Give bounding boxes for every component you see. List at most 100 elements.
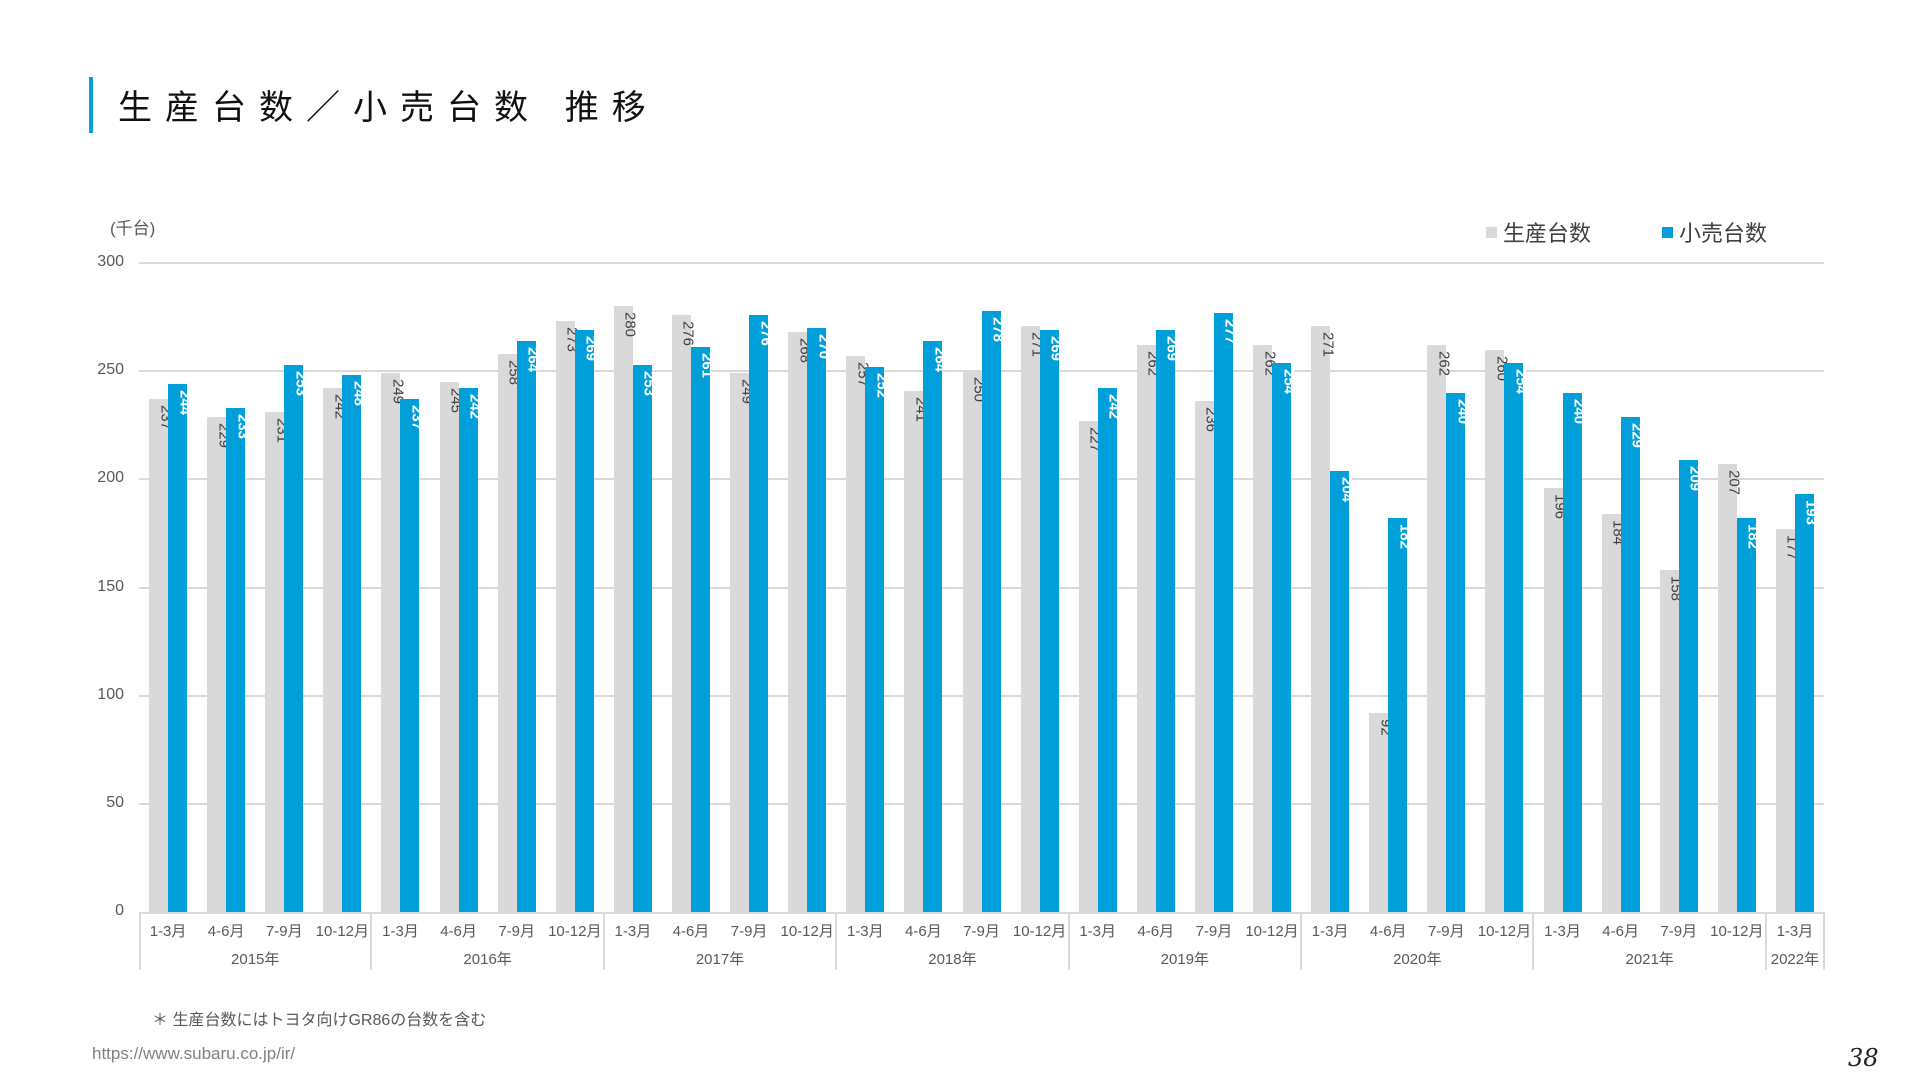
x-tick-label: 4-6月 — [905, 923, 942, 940]
year-separator — [1823, 912, 1825, 970]
x-tick-label: 10-12月 — [1477, 923, 1532, 940]
bar-retail: 182 — [1388, 518, 1413, 912]
data-label: 269 — [1163, 336, 1181, 362]
x-axis-line — [139, 912, 1824, 914]
data-label: 278 — [989, 316, 1007, 342]
footnote: ＊ 生産台数にはトヨタ向けGR86の台数を含む — [152, 1012, 487, 1029]
bar-production: 280 — [613, 306, 639, 912]
x-tick-label: 1-3月 — [149, 923, 187, 940]
bar-production: 237 — [149, 399, 174, 912]
source-url[interactable]: https://www.subaru.co.jp/ir/ — [92, 1044, 296, 1063]
x-tick-label: 4-6月 — [1602, 923, 1639, 940]
data-label: 207 — [1725, 470, 1743, 496]
data-label: 229 — [1628, 422, 1646, 448]
x-tick-label: 10-12月 — [780, 923, 834, 940]
bar-retail: 240 — [1562, 392, 1588, 912]
bar-retail: 244 — [168, 384, 193, 912]
data-label: 261 — [698, 353, 716, 379]
bar-retail: 233 — [226, 407, 251, 912]
data-label: 264 — [524, 346, 542, 372]
bar-retail: 269 — [1155, 330, 1181, 912]
x-tick-label: 7-9月 — [1660, 923, 1698, 940]
bar-retail: 204 — [1330, 470, 1355, 912]
y-tick-label: 300 — [97, 253, 124, 270]
x-year-label: 2019年 — [1160, 951, 1210, 968]
bar-production: 92 — [1369, 712, 1394, 912]
bar-production: 260 — [1485, 349, 1510, 912]
bar-production: 158 — [1659, 570, 1685, 912]
bar-retail: 264 — [516, 340, 542, 912]
data-label: 242 — [1105, 394, 1123, 420]
x-tick-label: 10-12月 — [1710, 923, 1764, 940]
data-label: 276 — [679, 320, 697, 346]
data-label: 240 — [1570, 398, 1588, 424]
bar-retail: 252 — [865, 366, 890, 912]
page-title: 生産台数／小売台数 推移 — [118, 88, 659, 128]
title-accent-bar — [89, 77, 93, 133]
bar-retail: 253 — [284, 364, 309, 912]
data-label: 182 — [1744, 524, 1762, 550]
bar-production: 262 — [1427, 345, 1452, 912]
data-label: 254 — [1280, 368, 1298, 394]
y-tick-label: 150 — [97, 577, 124, 595]
x-tick-label: 1-3月 — [1079, 923, 1117, 940]
x-tick-label: 7-9月 — [730, 923, 768, 940]
x-year-label: 2022年 — [1770, 951, 1820, 968]
data-label: 264 — [931, 346, 949, 372]
data-label: 233 — [234, 413, 252, 439]
x-year-label: 2020年 — [1393, 951, 1442, 968]
x-year-label: 2017年 — [695, 951, 745, 968]
bar-production: 262 — [1136, 345, 1162, 912]
data-label: 193 — [1802, 500, 1820, 526]
year-separator — [1067, 912, 1070, 970]
bar-retail: 261 — [690, 347, 716, 912]
y-tick-label: 200 — [97, 469, 124, 487]
bar-retail: 242 — [458, 388, 484, 912]
data-label: 270 — [815, 333, 833, 359]
data-label: 204 — [1338, 476, 1356, 502]
bar-production: 207 — [1717, 464, 1743, 912]
x-tick-label: 10-12月 — [1245, 923, 1299, 940]
bar-production: 231 — [265, 412, 290, 912]
bar-retail: 254 — [1504, 362, 1529, 912]
bar-production: 276 — [671, 314, 697, 912]
legend-swatch-retail — [1662, 226, 1673, 238]
bar-retail: 269 — [1039, 330, 1065, 912]
bar-retail: 254 — [1272, 362, 1297, 912]
data-label: 269 — [582, 336, 600, 362]
legend-item-retail: 小売台数 — [1662, 218, 1767, 246]
bar-retail: 277 — [1213, 312, 1239, 912]
data-label: 276 — [757, 320, 775, 346]
x-tick-label: 4-6月 — [440, 923, 477, 940]
data-label: 248 — [350, 381, 368, 407]
year-separator — [1300, 912, 1303, 970]
year-separator — [1532, 912, 1535, 970]
x-tick-label: 4-6月 — [207, 923, 245, 940]
bar-retail: 237 — [400, 399, 425, 912]
x-tick-label: 1-3月 — [614, 923, 652, 940]
bar-production: 258 — [497, 353, 523, 912]
bar-retail: 240 — [1446, 392, 1471, 912]
bar-production: 241 — [904, 390, 929, 912]
data-label: 254 — [1512, 368, 1530, 394]
bar-retail: 242 — [1097, 388, 1123, 912]
bar-retail: 270 — [807, 327, 832, 912]
bar-production: 242 — [323, 388, 348, 912]
bar-production: 257 — [846, 356, 871, 912]
year-separator — [602, 912, 605, 970]
data-label: 280 — [621, 312, 639, 338]
bar-retail: 248 — [342, 375, 367, 912]
bar-production: 227 — [1078, 420, 1104, 912]
legend-label-production: 生産台数 — [1503, 221, 1592, 246]
data-label: 242 — [466, 394, 484, 420]
bar-retail: 253 — [632, 364, 658, 912]
bar-retail: 229 — [1620, 416, 1646, 912]
bar-retail: 269 — [574, 330, 600, 912]
legend-item-production: 生産台数 — [1486, 218, 1591, 246]
x-tick-label: 7-9月 — [963, 923, 1000, 940]
x-tick-label: 4-6月 — [672, 923, 710, 940]
x-year-label: 2015年 — [231, 951, 280, 968]
data-label: 262 — [1435, 351, 1453, 377]
x-year-label: 2016年 — [463, 951, 512, 968]
